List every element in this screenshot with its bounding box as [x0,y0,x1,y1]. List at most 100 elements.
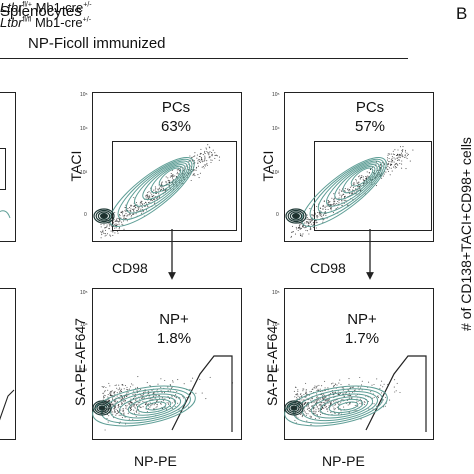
col1-bottom-event-dot [155,407,157,409]
col1-bottom-event-dot [119,387,121,389]
col2-bottom-event-dot [319,414,322,416]
col2-top-event-dot [313,221,315,223]
col1-bottom-event-dot [122,408,124,410]
col2-bottom-event-dot [311,398,313,400]
col1-bottom-event-dot [128,403,130,405]
col2-top-event-dot [361,174,363,177]
col2-bottom-event-dot [395,390,397,392]
col1-top-event-dot [142,211,144,213]
col2-top-event-dot [314,220,316,222]
col1-bottom-event-dot [130,406,132,408]
col1-top-event-dot [139,202,141,204]
col1-bottom-event-dot [108,401,110,403]
col2-top-event-dot [342,193,344,195]
col1-top-event-dot [207,144,209,146]
col2-top-contour-ring [317,160,383,214]
col1-top-event-dot [206,150,208,153]
col1-bottom-event-dot [158,395,160,397]
col1-top-event-dot [113,218,115,221]
col2-bottom-event-dot [331,392,334,394]
col2-bottom-event-dot [297,417,299,419]
col1-top-event-dot [197,165,199,167]
col1-bottom-event-dot [175,394,177,396]
col2-top-event-dot [301,235,303,238]
col2-top-event-dot [388,167,390,169]
col2-top-event-dot [308,223,310,225]
col1-bottom-event-dot [153,395,155,397]
col1-top-event-dot [120,211,122,213]
col2-bottom-event-dot [324,380,326,382]
col2-top-event-dot [390,161,392,163]
col2-bottom-event-dot [389,399,391,401]
col1-bottom-event-dot [192,377,194,379]
col1-bottom-event-dot [171,407,173,409]
col2-bottom-event-dot [339,392,342,395]
col2-top-event-dot [337,206,339,208]
col1-top-event-dot [157,189,159,191]
col1-top-contour-ring [134,162,188,207]
col1-bottom-event-dot [168,402,170,404]
col1-top-event-dot [172,176,174,178]
col1-top-event-dot [210,161,212,164]
col1-top-event-dot [112,220,114,222]
col1-top-event-dot [189,155,191,157]
col2-bottom-event-dot [347,395,349,397]
col1-top-event-dot [201,161,203,163]
col1-top-event-dot [206,160,208,162]
col2-bottom-event-dot [323,405,326,407]
col1-top-event-dot [211,152,213,154]
col1-bottom-event-dot [149,402,151,404]
col1-top-event-dot [102,229,104,231]
col1-bottom-event-dot [172,380,174,382]
col2-bottom-event-dot [330,383,333,385]
col2-top-event-dot [320,213,322,215]
col2-top-event-dot [291,225,294,227]
col1-bottom-event-dot [118,412,120,414]
col2-top-event-dot [369,168,371,170]
col1-top-event-dot [116,224,118,226]
col1-bottom-event-dot [111,404,113,406]
col2-bottom-event-dot [314,385,316,387]
col1-top-event-dot [106,233,109,235]
col1-bottom-event-dot [120,414,122,416]
col1-top-event-dot [161,186,163,188]
col1-bottom-event-dot [103,394,105,396]
col2-top-event-dot [397,159,399,161]
col2-bottom-event-dot [308,407,310,409]
col1-bottom-event-dot [107,394,109,396]
col1-top-event-dot [141,206,143,208]
col2-bottom-event-dot [340,383,342,386]
col1-bottom-event-dot [160,386,162,388]
col1-bottom-event-dot [115,384,117,386]
col2-bottom-event-dot [394,379,396,381]
col1-top-event-dot [170,173,172,175]
col2-bottom-event-dot [320,403,322,405]
col1-top-tick-low: 10³ [80,170,88,176]
col1-top-event-dot [169,180,171,182]
col1-top-event-dot [145,197,147,199]
col2-top-event-dot [352,187,354,189]
col2-bottom-event-dot [313,407,315,409]
col1-bottom-contour-ring [127,396,177,416]
col1-top-event-dot [169,176,171,178]
col2-top-event-dot [341,194,343,196]
col1-bottom-event-dot [161,397,163,399]
col1-top-event-dot [214,152,216,154]
col2-top-event-dot [299,224,301,226]
col2-bottom-event-dot [343,406,345,408]
col2-top-event-dot [302,233,304,235]
col1-top-event-dot [118,218,120,220]
col2-top-event-dot [344,190,346,192]
col2-top-event-dot [332,212,334,214]
col2-top-event-dot [368,172,370,174]
col1-top-contour-ring [142,164,186,200]
col2-bottom-gate-pct: 1.7% [344,330,380,347]
col2-top-event-dot [358,181,360,183]
col1-bottom-event-dot [119,398,121,400]
col2-top-event-dot [397,157,399,159]
col1-top-event-dot [103,224,105,226]
col1-top-event-dot [154,189,156,191]
col2-bottom-event-dot [361,380,363,382]
col2-bottom-event-dot [307,407,309,409]
col2-bottom-event-dot [384,405,386,407]
